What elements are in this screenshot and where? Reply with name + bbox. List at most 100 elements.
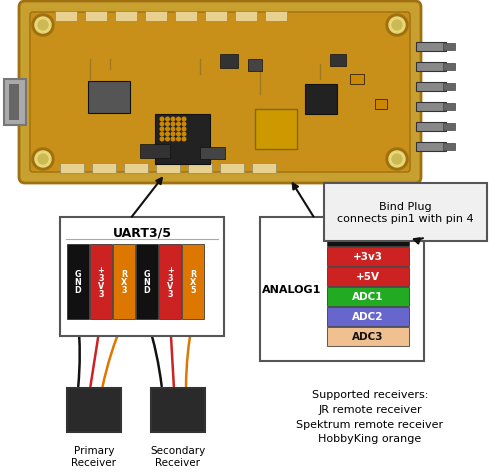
Circle shape (176, 123, 180, 127)
Text: GND: GND (355, 232, 381, 242)
Bar (416, 43, 446, 52)
Bar (443, 64, 455, 71)
Text: Secondary
Receiver: Secondary Receiver (150, 445, 206, 466)
Bar (443, 104, 455, 111)
FancyBboxPatch shape (60, 218, 224, 336)
Bar (60, 164, 84, 174)
Bar (327, 327, 409, 346)
Circle shape (32, 149, 54, 170)
Text: ADC3: ADC3 (352, 332, 384, 342)
Bar (90, 245, 112, 319)
Circle shape (35, 18, 51, 34)
Circle shape (166, 118, 170, 121)
Bar (145, 12, 167, 22)
FancyBboxPatch shape (151, 388, 205, 432)
Circle shape (32, 15, 54, 37)
Bar (136, 245, 158, 319)
Circle shape (171, 138, 175, 141)
Circle shape (392, 155, 402, 165)
Bar (188, 164, 212, 174)
Circle shape (35, 152, 51, 168)
Circle shape (176, 118, 180, 121)
Bar (265, 12, 287, 22)
Circle shape (389, 152, 405, 168)
Bar (156, 164, 180, 174)
Bar (115, 12, 137, 22)
Circle shape (171, 118, 175, 121)
Bar (416, 63, 446, 72)
Circle shape (171, 123, 175, 127)
Bar (55, 12, 77, 22)
Bar (327, 307, 409, 327)
Bar (113, 245, 135, 319)
Bar (220, 55, 238, 69)
FancyBboxPatch shape (4, 80, 26, 126)
Bar (327, 288, 409, 307)
Bar (443, 44, 455, 51)
Circle shape (160, 118, 164, 121)
Bar (416, 143, 446, 152)
Bar (9, 85, 19, 121)
Bar (67, 245, 89, 319)
Bar (155, 115, 210, 165)
FancyBboxPatch shape (324, 184, 487, 241)
Bar (159, 245, 181, 319)
Bar (443, 144, 455, 151)
Bar (200, 148, 225, 159)
Text: G
N
D: G N D (144, 269, 150, 294)
Bar (255, 110, 297, 149)
Bar (205, 12, 227, 22)
Bar (220, 164, 244, 174)
Bar (350, 75, 364, 85)
Text: Supported receivers:
JR remote receiver
Spektrum remote receiver
HobbyKing orang: Supported receivers: JR remote receiver … (296, 389, 444, 444)
Bar (88, 82, 130, 114)
Bar (443, 124, 455, 131)
Text: ADC1: ADC1 (352, 292, 384, 302)
Circle shape (171, 133, 175, 137)
Text: +
3
V
3: + 3 V 3 (98, 266, 104, 298)
Text: G
N
D: G N D (74, 269, 82, 294)
FancyBboxPatch shape (19, 2, 421, 184)
Circle shape (166, 128, 170, 131)
Bar (85, 12, 107, 22)
FancyBboxPatch shape (30, 13, 410, 173)
Circle shape (160, 123, 164, 127)
Circle shape (392, 21, 402, 31)
Circle shape (176, 133, 180, 137)
FancyBboxPatch shape (260, 218, 424, 361)
Text: R
X
3: R X 3 (121, 269, 127, 294)
Circle shape (182, 133, 186, 137)
Text: UART3/5: UART3/5 (112, 226, 172, 239)
Circle shape (38, 155, 48, 165)
Circle shape (182, 138, 186, 141)
Text: +5V: +5V (356, 272, 380, 282)
Text: Bind Plug
connects pin1 with pin 4: Bind Plug connects pin1 with pin 4 (337, 202, 474, 223)
Bar (416, 123, 446, 132)
Bar (305, 85, 337, 115)
Circle shape (176, 128, 180, 131)
Circle shape (182, 128, 186, 131)
Circle shape (176, 138, 180, 141)
Circle shape (38, 21, 48, 31)
Bar (124, 164, 148, 174)
Bar (175, 12, 197, 22)
Bar (375, 100, 387, 110)
Bar (248, 60, 262, 72)
Circle shape (166, 133, 170, 137)
Circle shape (160, 138, 164, 141)
Circle shape (171, 128, 175, 131)
Text: Primary
Receiver: Primary Receiver (72, 445, 117, 466)
Bar (327, 248, 409, 267)
Circle shape (182, 118, 186, 121)
Text: ANALOG1: ANALOG1 (262, 284, 322, 294)
Bar (92, 164, 116, 174)
Bar (327, 228, 409, 247)
Circle shape (386, 149, 408, 170)
Bar (182, 245, 204, 319)
Bar (330, 55, 346, 67)
Circle shape (166, 123, 170, 127)
FancyBboxPatch shape (67, 388, 121, 432)
Bar (416, 83, 446, 92)
Bar (252, 164, 276, 174)
Bar (416, 103, 446, 112)
